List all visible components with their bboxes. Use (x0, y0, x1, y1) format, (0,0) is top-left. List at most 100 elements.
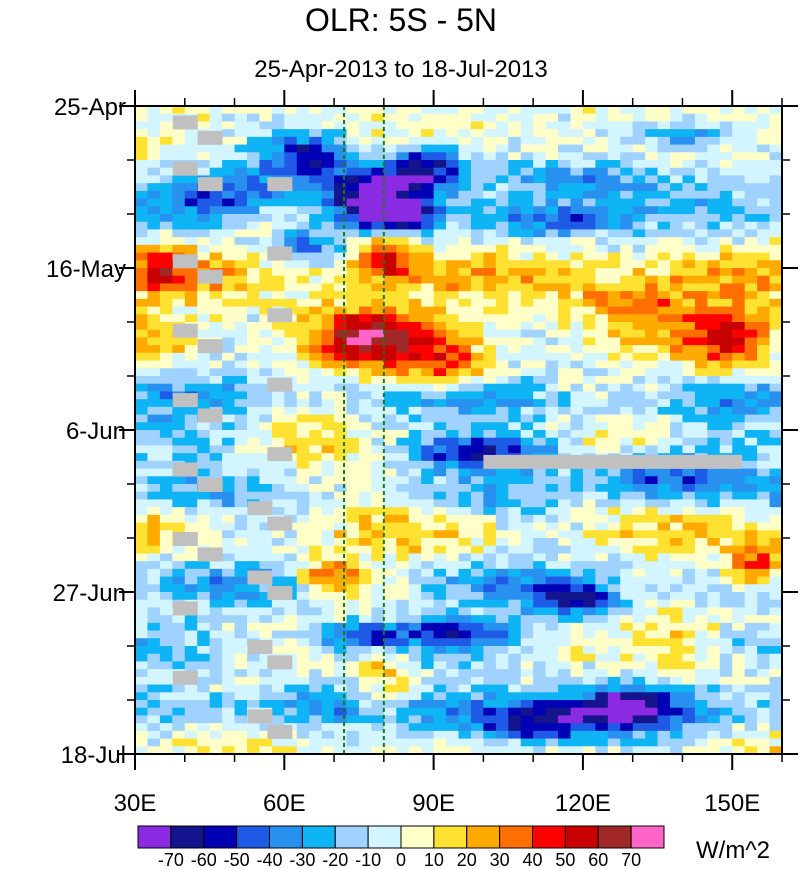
heat-cell (334, 144, 348, 153)
heat-cell (246, 584, 261, 593)
heat-cell (172, 568, 186, 578)
heat-cell (433, 175, 447, 184)
heat-cell (707, 376, 721, 385)
heat-cell (670, 553, 684, 562)
heat-cell (421, 746, 435, 755)
heat-cell (446, 275, 460, 285)
heat-cell (533, 646, 547, 655)
heat-cell (657, 206, 671, 215)
heat-cell (694, 306, 708, 315)
heat-cell (595, 553, 609, 562)
heat-cell (570, 152, 584, 161)
heat-cell (346, 337, 360, 346)
heat-cell (383, 175, 397, 184)
heat-cell (582, 592, 596, 601)
heat-cell (446, 669, 460, 678)
heat-cell (495, 638, 509, 647)
heat-cell (458, 630, 472, 639)
heat-cell (620, 538, 634, 547)
heat-cell (558, 306, 572, 315)
heat-cell (570, 607, 584, 616)
heat-cell (184, 661, 198, 670)
heat-cell (259, 129, 273, 138)
heat-cell (147, 530, 161, 539)
heat-cell (508, 322, 522, 331)
heat-cell (222, 499, 236, 508)
heat-cell (682, 229, 696, 238)
heat-cell (620, 676, 634, 686)
heat-cell (446, 468, 460, 477)
heat-cell (421, 430, 435, 439)
heat-cell (682, 669, 696, 678)
heat-cell (309, 198, 323, 207)
heat-cell (620, 368, 634, 377)
heat-cell (520, 584, 534, 593)
heat-cell (533, 268, 547, 277)
heat-cell (234, 360, 248, 369)
heat-cell (383, 113, 397, 123)
heat-cell (757, 360, 771, 369)
heat-cell (645, 746, 659, 755)
heat-cell (732, 514, 746, 524)
heat-cell (421, 399, 435, 408)
heat-cell (483, 275, 497, 285)
heat-cell (595, 700, 609, 709)
heat-cell (607, 430, 621, 439)
heat-cell (396, 468, 410, 477)
heat-cell (732, 707, 746, 717)
heat-cell (334, 260, 348, 269)
heat-cell (184, 622, 198, 632)
heat-cell (657, 252, 671, 261)
heat-cell (209, 391, 223, 400)
heat-cell (383, 121, 397, 130)
heat-cell (259, 522, 273, 531)
heat-cell (259, 700, 273, 709)
heat-cell (321, 707, 335, 717)
heat-cell (209, 592, 223, 601)
heat-cell (371, 499, 385, 508)
heat-cell (222, 707, 236, 717)
heat-cell (209, 746, 223, 755)
heat-cell (358, 121, 373, 130)
heat-cell (632, 630, 646, 639)
heat-cell (757, 437, 771, 447)
heat-cell (744, 360, 758, 369)
heat-cell (321, 152, 335, 161)
heat-cell (682, 214, 696, 223)
heat-cell (582, 376, 596, 385)
heat-cell (147, 746, 161, 755)
heat-cell (246, 538, 261, 547)
heat-cell (570, 730, 584, 740)
heat-cell (520, 638, 534, 647)
heat-cell (694, 669, 708, 678)
heat-cell (197, 669, 211, 678)
heat-cell (744, 561, 758, 570)
missing-data-block (247, 640, 273, 654)
heat-cell (582, 538, 596, 547)
heat-cell (334, 676, 348, 686)
heat-cell (483, 746, 497, 755)
heat-cell (458, 592, 472, 601)
heat-cell (184, 283, 198, 292)
heat-cell (284, 476, 298, 485)
heat-cell (284, 113, 298, 123)
heat-cell (607, 268, 621, 277)
heat-cell (744, 738, 758, 747)
heat-cell (309, 345, 323, 354)
heat-cell (271, 638, 285, 647)
heat-cell (707, 414, 721, 423)
heat-cell (159, 669, 173, 678)
heat-cell (582, 553, 596, 562)
heat-cell (570, 661, 584, 670)
heat-cell (284, 291, 298, 300)
heat-cell (296, 530, 310, 539)
heat-cell (383, 283, 397, 292)
heat-cell (508, 214, 522, 223)
heat-cell (408, 468, 422, 477)
heat-cell (732, 337, 746, 346)
heat-cell (284, 283, 298, 292)
heat-cell (197, 283, 211, 292)
heat-cell (570, 468, 584, 477)
heat-cell (657, 229, 671, 238)
heat-cell (408, 221, 422, 231)
